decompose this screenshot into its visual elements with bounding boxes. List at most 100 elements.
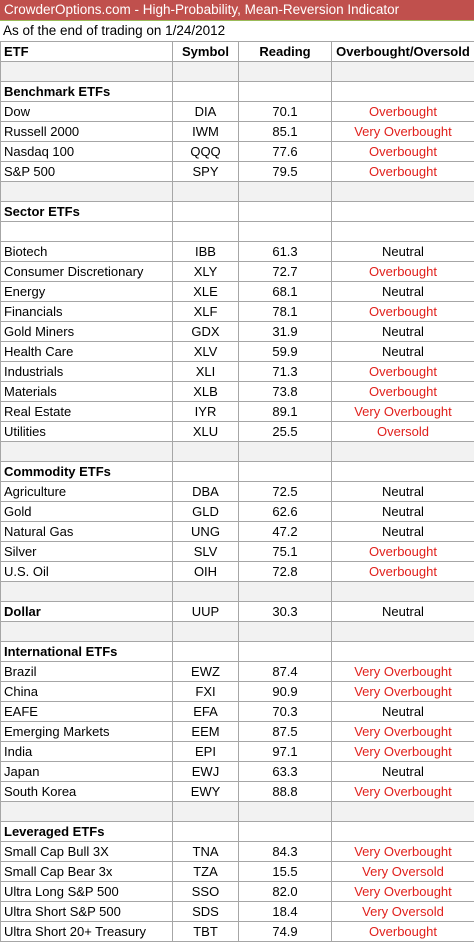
empty-cell[interactable] [1, 442, 173, 462]
etf-name-cell[interactable]: Health Care [1, 342, 173, 362]
symbol-cell[interactable]: UUP [173, 602, 239, 622]
empty-cell[interactable] [332, 582, 474, 602]
empty-cell[interactable] [332, 822, 474, 842]
etf-name-cell[interactable]: Japan [1, 762, 173, 782]
status-cell[interactable]: Very Overbought [332, 722, 474, 742]
etf-name-cell[interactable]: U.S. Oil [1, 562, 173, 582]
etf-name-cell[interactable]: Energy [1, 282, 173, 302]
symbol-cell[interactable]: DBA [173, 482, 239, 502]
etf-name-cell[interactable]: Silver [1, 542, 173, 562]
status-cell[interactable]: Very Overbought [332, 842, 474, 862]
status-cell[interactable]: Very Oversold [332, 902, 474, 922]
header-etf[interactable]: ETF [1, 42, 173, 62]
empty-cell[interactable] [173, 822, 239, 842]
symbol-cell[interactable]: EPI [173, 742, 239, 762]
reading-cell[interactable]: 63.3 [239, 762, 332, 782]
symbol-cell[interactable]: GLD [173, 502, 239, 522]
etf-name-cell[interactable]: Ultra Short S&P 500 [1, 902, 173, 922]
reading-cell[interactable]: 77.6 [239, 142, 332, 162]
reading-cell[interactable]: 62.6 [239, 502, 332, 522]
symbol-cell[interactable]: EEM [173, 722, 239, 742]
status-cell[interactable]: Overbought [332, 382, 474, 402]
header-status[interactable]: Overbought/Oversold [332, 42, 474, 62]
etf-name-cell[interactable]: India [1, 742, 173, 762]
etf-name-cell[interactable]: S&P 500 [1, 162, 173, 182]
etf-name-cell[interactable]: Nasdaq 100 [1, 142, 173, 162]
etf-name-cell[interactable]: Gold [1, 502, 173, 522]
symbol-cell[interactable]: XLI [173, 362, 239, 382]
etf-name-cell[interactable]: Natural Gas [1, 522, 173, 542]
status-cell[interactable]: Neutral [332, 242, 474, 262]
symbol-cell[interactable]: UNG [173, 522, 239, 542]
etf-name-cell[interactable]: Gold Miners [1, 322, 173, 342]
symbol-cell[interactable]: IWM [173, 122, 239, 142]
symbol-cell[interactable]: DIA [173, 102, 239, 122]
empty-cell[interactable] [332, 182, 474, 202]
symbol-cell[interactable]: GDX [173, 322, 239, 342]
reading-cell[interactable]: 59.9 [239, 342, 332, 362]
reading-cell[interactable]: 89.1 [239, 402, 332, 422]
empty-cell[interactable] [239, 82, 332, 102]
reading-cell[interactable]: 61.3 [239, 242, 332, 262]
symbol-cell[interactable]: TZA [173, 862, 239, 882]
reading-cell[interactable]: 79.5 [239, 162, 332, 182]
reading-cell[interactable]: 31.9 [239, 322, 332, 342]
symbol-cell[interactable]: XLV [173, 342, 239, 362]
status-cell[interactable]: Overbought [332, 542, 474, 562]
empty-cell[interactable] [332, 622, 474, 642]
empty-cell[interactable] [239, 182, 332, 202]
empty-cell[interactable] [239, 622, 332, 642]
empty-cell[interactable] [332, 62, 474, 82]
status-cell[interactable]: Overbought [332, 362, 474, 382]
empty-cell[interactable] [173, 802, 239, 822]
etf-name-cell[interactable]: Financials [1, 302, 173, 322]
reading-cell[interactable]: 75.1 [239, 542, 332, 562]
etf-name-cell[interactable]: Agriculture [1, 482, 173, 502]
status-cell[interactable]: Neutral [332, 482, 474, 502]
symbol-cell[interactable]: EWZ [173, 662, 239, 682]
etf-name-cell[interactable]: Consumer Discretionary [1, 262, 173, 282]
empty-cell[interactable] [332, 802, 474, 822]
status-cell[interactable]: Overbought [332, 162, 474, 182]
reading-cell[interactable]: 78.1 [239, 302, 332, 322]
status-cell[interactable]: Very Overbought [332, 882, 474, 902]
status-cell[interactable]: Overbought [332, 262, 474, 282]
etf-name-cell[interactable]: Small Cap Bear 3x [1, 862, 173, 882]
status-cell[interactable]: Oversold [332, 422, 474, 442]
symbol-cell[interactable]: XLB [173, 382, 239, 402]
etf-name-cell[interactable]: Ultra Long S&P 500 [1, 882, 173, 902]
empty-cell[interactable] [173, 442, 239, 462]
reading-cell[interactable]: 85.1 [239, 122, 332, 142]
empty-cell[interactable] [332, 442, 474, 462]
reading-cell[interactable]: 87.5 [239, 722, 332, 742]
symbol-cell[interactable]: XLU [173, 422, 239, 442]
status-cell[interactable]: Neutral [332, 522, 474, 542]
empty-cell[interactable] [239, 442, 332, 462]
etf-name-cell[interactable]: Real Estate [1, 402, 173, 422]
reading-cell[interactable]: 90.9 [239, 682, 332, 702]
empty-cell[interactable] [173, 222, 239, 242]
status-cell[interactable]: Very Overbought [332, 662, 474, 682]
etf-name-cell[interactable]: Brazil [1, 662, 173, 682]
empty-cell[interactable] [239, 462, 332, 482]
reading-cell[interactable]: 15.5 [239, 862, 332, 882]
empty-cell[interactable] [239, 802, 332, 822]
empty-cell[interactable] [173, 202, 239, 222]
reading-cell[interactable]: 47.2 [239, 522, 332, 542]
empty-cell[interactable] [332, 642, 474, 662]
symbol-cell[interactable]: TBT [173, 922, 239, 942]
empty-cell[interactable] [1, 62, 173, 82]
etf-name-cell[interactable]: Russell 2000 [1, 122, 173, 142]
symbol-cell[interactable]: SSO [173, 882, 239, 902]
symbol-cell[interactable]: OIH [173, 562, 239, 582]
empty-cell[interactable] [1, 182, 173, 202]
reading-cell[interactable]: 72.8 [239, 562, 332, 582]
symbol-cell[interactable]: SLV [173, 542, 239, 562]
empty-cell[interactable] [1, 802, 173, 822]
reading-cell[interactable]: 88.8 [239, 782, 332, 802]
status-cell[interactable]: Neutral [332, 342, 474, 362]
etf-name-cell[interactable]: Dow [1, 102, 173, 122]
status-cell[interactable]: Very Overbought [332, 122, 474, 142]
status-cell[interactable]: Neutral [332, 762, 474, 782]
etf-name-cell[interactable]: EAFE [1, 702, 173, 722]
